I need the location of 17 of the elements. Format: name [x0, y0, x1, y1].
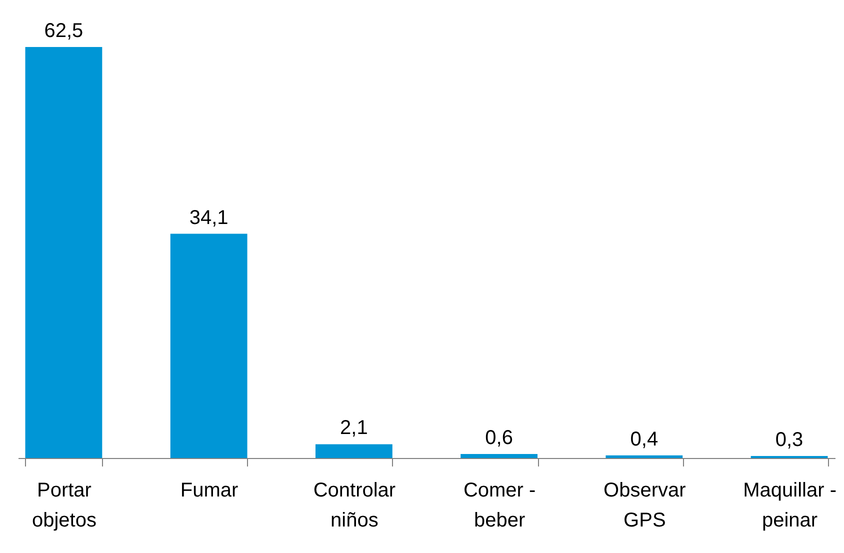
x-tick-label: Observar GPS: [604, 480, 686, 532]
data-label: 0,4: [630, 428, 658, 450]
bar: [25, 47, 102, 458]
bar: [460, 454, 538, 458]
x-tick-label: Fumar: [180, 480, 239, 502]
x-tick-label: Controlar niños: [313, 480, 396, 532]
bar: [606, 455, 683, 458]
bar: [315, 444, 392, 458]
x-tick-label: Portar objetos: [32, 480, 96, 532]
data-label: 0,6: [485, 427, 513, 450]
data-label: 2,1: [340, 417, 368, 440]
data-label: 34,1: [189, 206, 228, 229]
bar: [170, 234, 248, 458]
x-tick-label: Comer - beber: [463, 480, 536, 532]
data-label: 0,3: [775, 429, 804, 452]
data-label: 62,5: [44, 20, 84, 42]
x-tick-label: Maquillar - peinar: [743, 480, 836, 532]
